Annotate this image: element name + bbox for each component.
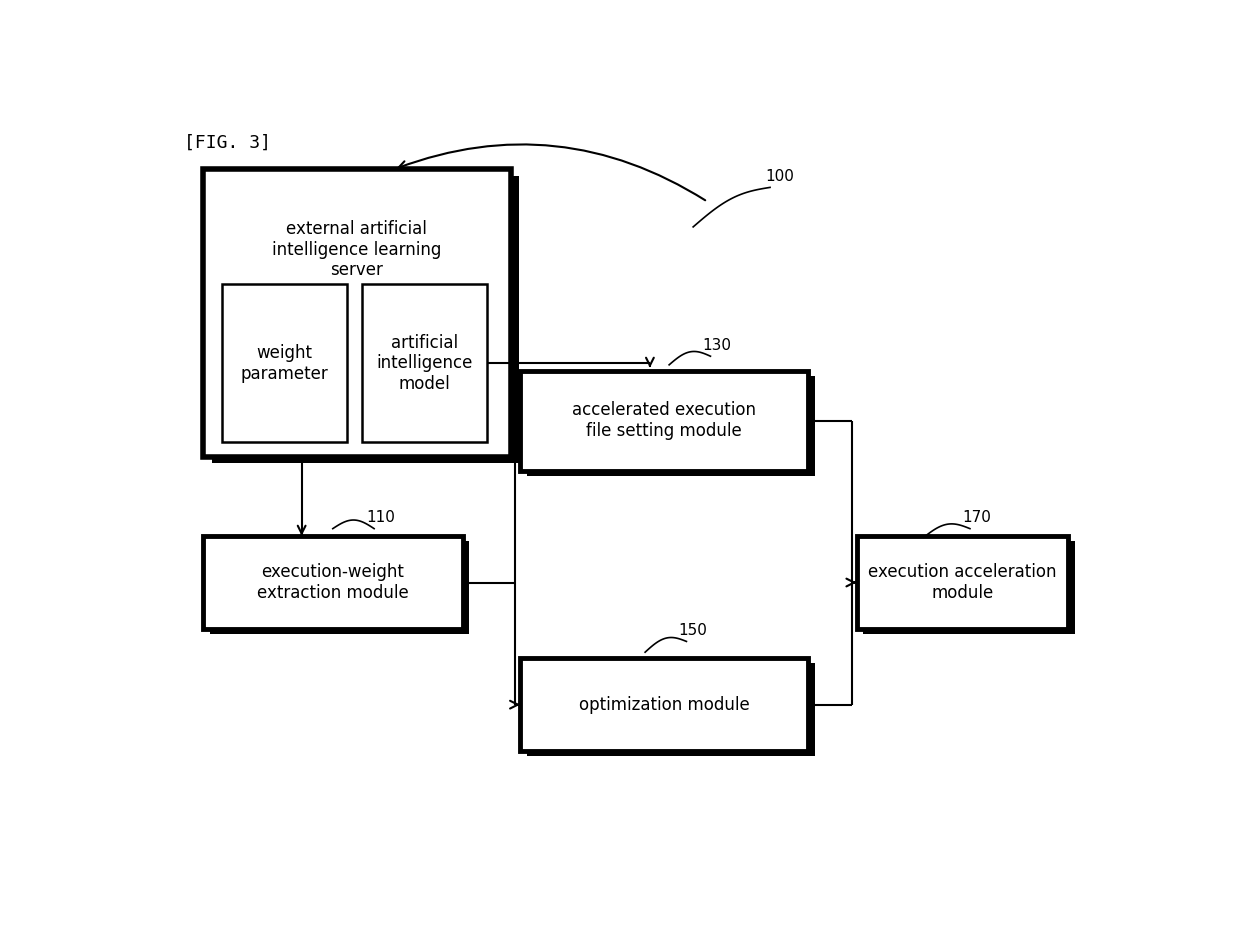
Bar — [222, 285, 347, 442]
Bar — [521, 658, 808, 751]
Bar — [863, 541, 1075, 634]
Text: 150: 150 — [678, 623, 708, 638]
Text: [FIG. 3]: [FIG. 3] — [184, 133, 270, 151]
Text: execution acceleration
module: execution acceleration module — [868, 564, 1056, 602]
Text: accelerated execution
file setting module: accelerated execution file setting modul… — [573, 401, 756, 440]
Bar — [521, 370, 808, 471]
Text: artificial
intelligence
model: artificial intelligence model — [376, 334, 472, 393]
Text: execution-weight
extraction module: execution-weight extraction module — [257, 564, 409, 602]
Bar — [203, 536, 463, 629]
Text: external artificial
intelligence learning
server: external artificial intelligence learnin… — [272, 220, 441, 279]
Text: 100: 100 — [765, 169, 794, 184]
Text: weight
parameter: weight parameter — [241, 344, 329, 383]
Bar — [210, 541, 469, 634]
Bar — [212, 176, 520, 464]
Text: 170: 170 — [962, 510, 991, 525]
Bar — [857, 536, 1068, 629]
Text: optimization module: optimization module — [579, 696, 750, 714]
Bar — [203, 170, 511, 457]
Text: 110: 110 — [367, 510, 396, 525]
Bar — [527, 663, 815, 757]
Bar — [362, 285, 486, 442]
Bar — [527, 376, 815, 476]
Text: 130: 130 — [703, 338, 732, 353]
